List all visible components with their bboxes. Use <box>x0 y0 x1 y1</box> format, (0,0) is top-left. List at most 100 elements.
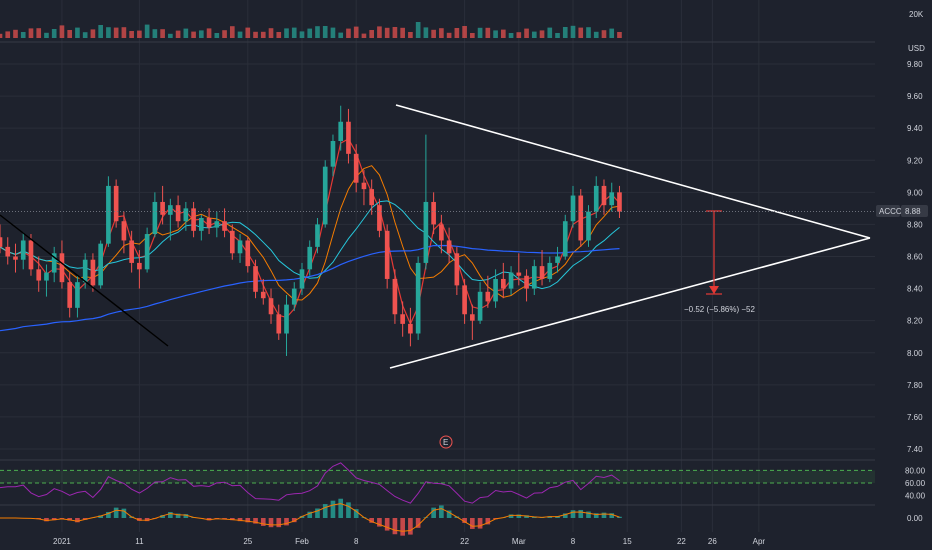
candle-body <box>586 211 591 241</box>
time-tick-label: Feb <box>295 537 309 546</box>
volume-bar <box>408 32 413 38</box>
candle-body <box>291 288 297 305</box>
chart-drawings[interactable]: −0.52 (−5.86%) −52 <box>0 104 871 369</box>
macd-histogram-bar <box>346 502 351 518</box>
oscillator-line <box>0 462 620 504</box>
time-tick-label: Apr <box>753 537 766 546</box>
macd-histogram-bar <box>338 498 344 518</box>
candle-body <box>307 246 313 270</box>
macd-histogram-bar <box>144 518 150 522</box>
earnings-badge-label: E <box>443 438 448 447</box>
candle-body <box>617 192 622 212</box>
volume-bar <box>462 26 467 38</box>
candle-body <box>106 185 111 244</box>
candle-body <box>13 256 18 260</box>
volume-bar <box>144 24 150 38</box>
volume-bar <box>191 31 196 38</box>
volume-bar <box>330 27 336 38</box>
oscillator-band-fill <box>0 470 875 483</box>
macd-histogram-bar <box>206 518 212 521</box>
volume-bar <box>415 22 421 38</box>
macd-histogram-bar <box>291 518 297 523</box>
candle-body <box>500 278 506 289</box>
price-tick-label: 7.40 <box>907 445 923 454</box>
macd-histogram-bar <box>113 507 119 518</box>
candle-body <box>137 262 142 270</box>
volume-bar <box>377 26 382 38</box>
candle-body <box>229 230 235 254</box>
volume-bar <box>315 26 320 38</box>
macd-histogram-bar <box>384 518 390 531</box>
volume-bar <box>51 29 57 38</box>
earnings-marker[interactable]: E <box>439 435 453 449</box>
volume-bar <box>284 28 289 38</box>
time-tick-label: 8 <box>354 537 359 546</box>
volume-bar <box>439 28 444 38</box>
volume-bar <box>206 28 212 38</box>
volume-bar <box>129 31 134 38</box>
candle-body <box>555 256 560 263</box>
candle-body <box>98 243 103 286</box>
candle-body <box>168 205 173 215</box>
macd-histogram-bar <box>260 518 266 526</box>
macd-histogram-bar <box>485 518 491 525</box>
macd-histogram-bar <box>601 512 607 518</box>
volume-bar <box>245 27 251 38</box>
macd-histogram-bar <box>315 508 320 518</box>
volume-bar <box>28 28 34 38</box>
grid-lines <box>0 0 875 532</box>
volume-bar <box>222 30 227 38</box>
macd-histogram-bar <box>276 518 282 528</box>
price-axis[interactable]: 9.80 9.60 9.40 9.20 9.00 8.80 8.60 8.40 8.20 8.00… <box>905 10 926 523</box>
macd-histogram-bar <box>477 518 483 529</box>
symbol-tag <box>876 205 900 217</box>
earnings-badge[interactable] <box>439 435 453 449</box>
candle-body <box>0 237 3 247</box>
oscillator-tick-label: 80.00 <box>905 466 926 475</box>
candle-body <box>28 240 34 270</box>
macd-histogram-bar <box>439 505 444 518</box>
volume-bar <box>586 27 591 38</box>
macd-histogram-bar <box>377 518 382 527</box>
volume-bar <box>307 28 313 38</box>
volume-bar <box>0 33 3 38</box>
volume-bar <box>121 27 127 38</box>
macd-histogram-bar <box>253 518 258 524</box>
volume-bar <box>508 33 514 38</box>
volume-bar <box>98 25 103 38</box>
symmetrical-triangle-lower-line[interactable] <box>389 237 871 369</box>
candle-body <box>144 234 150 270</box>
volume-bar <box>539 30 545 38</box>
price-tick-label: 8.20 <box>907 317 923 326</box>
symmetrical-triangle-upper-line[interactable] <box>395 104 871 239</box>
macd-histogram-bar <box>516 514 522 518</box>
candle-body <box>570 195 576 222</box>
candle-body <box>44 272 49 281</box>
moving-average-mid <box>0 165 620 301</box>
candle-body <box>113 185 119 222</box>
price-tick-label: 8.80 <box>907 220 923 229</box>
volume-bar <box>547 27 553 38</box>
volume-bar <box>268 28 274 38</box>
macd-histogram-bar <box>67 518 73 521</box>
candle-body <box>609 192 615 206</box>
macd-histogram-bar <box>160 515 165 518</box>
downtrend-line[interactable] <box>0 214 169 347</box>
candle-body <box>346 121 351 154</box>
volume-bar <box>570 25 576 38</box>
time-axis[interactable]: 2021 11 25 Feb 8 22 Mar 8 15 22 26 Apr <box>53 537 765 546</box>
candle-body <box>415 262 421 334</box>
candle-body <box>408 323 413 334</box>
volume-bar <box>113 27 119 38</box>
last-price-tag: ACCO 8.88 <box>876 205 928 217</box>
candle-body <box>377 205 382 231</box>
time-tick-label: 25 <box>243 537 252 546</box>
macd-histogram-bar <box>229 518 235 521</box>
macd-histogram-bar <box>470 518 475 529</box>
candle-body <box>245 240 251 267</box>
candle-body <box>199 218 204 231</box>
candle-body <box>67 282 73 308</box>
volume-bar <box>20 32 26 38</box>
